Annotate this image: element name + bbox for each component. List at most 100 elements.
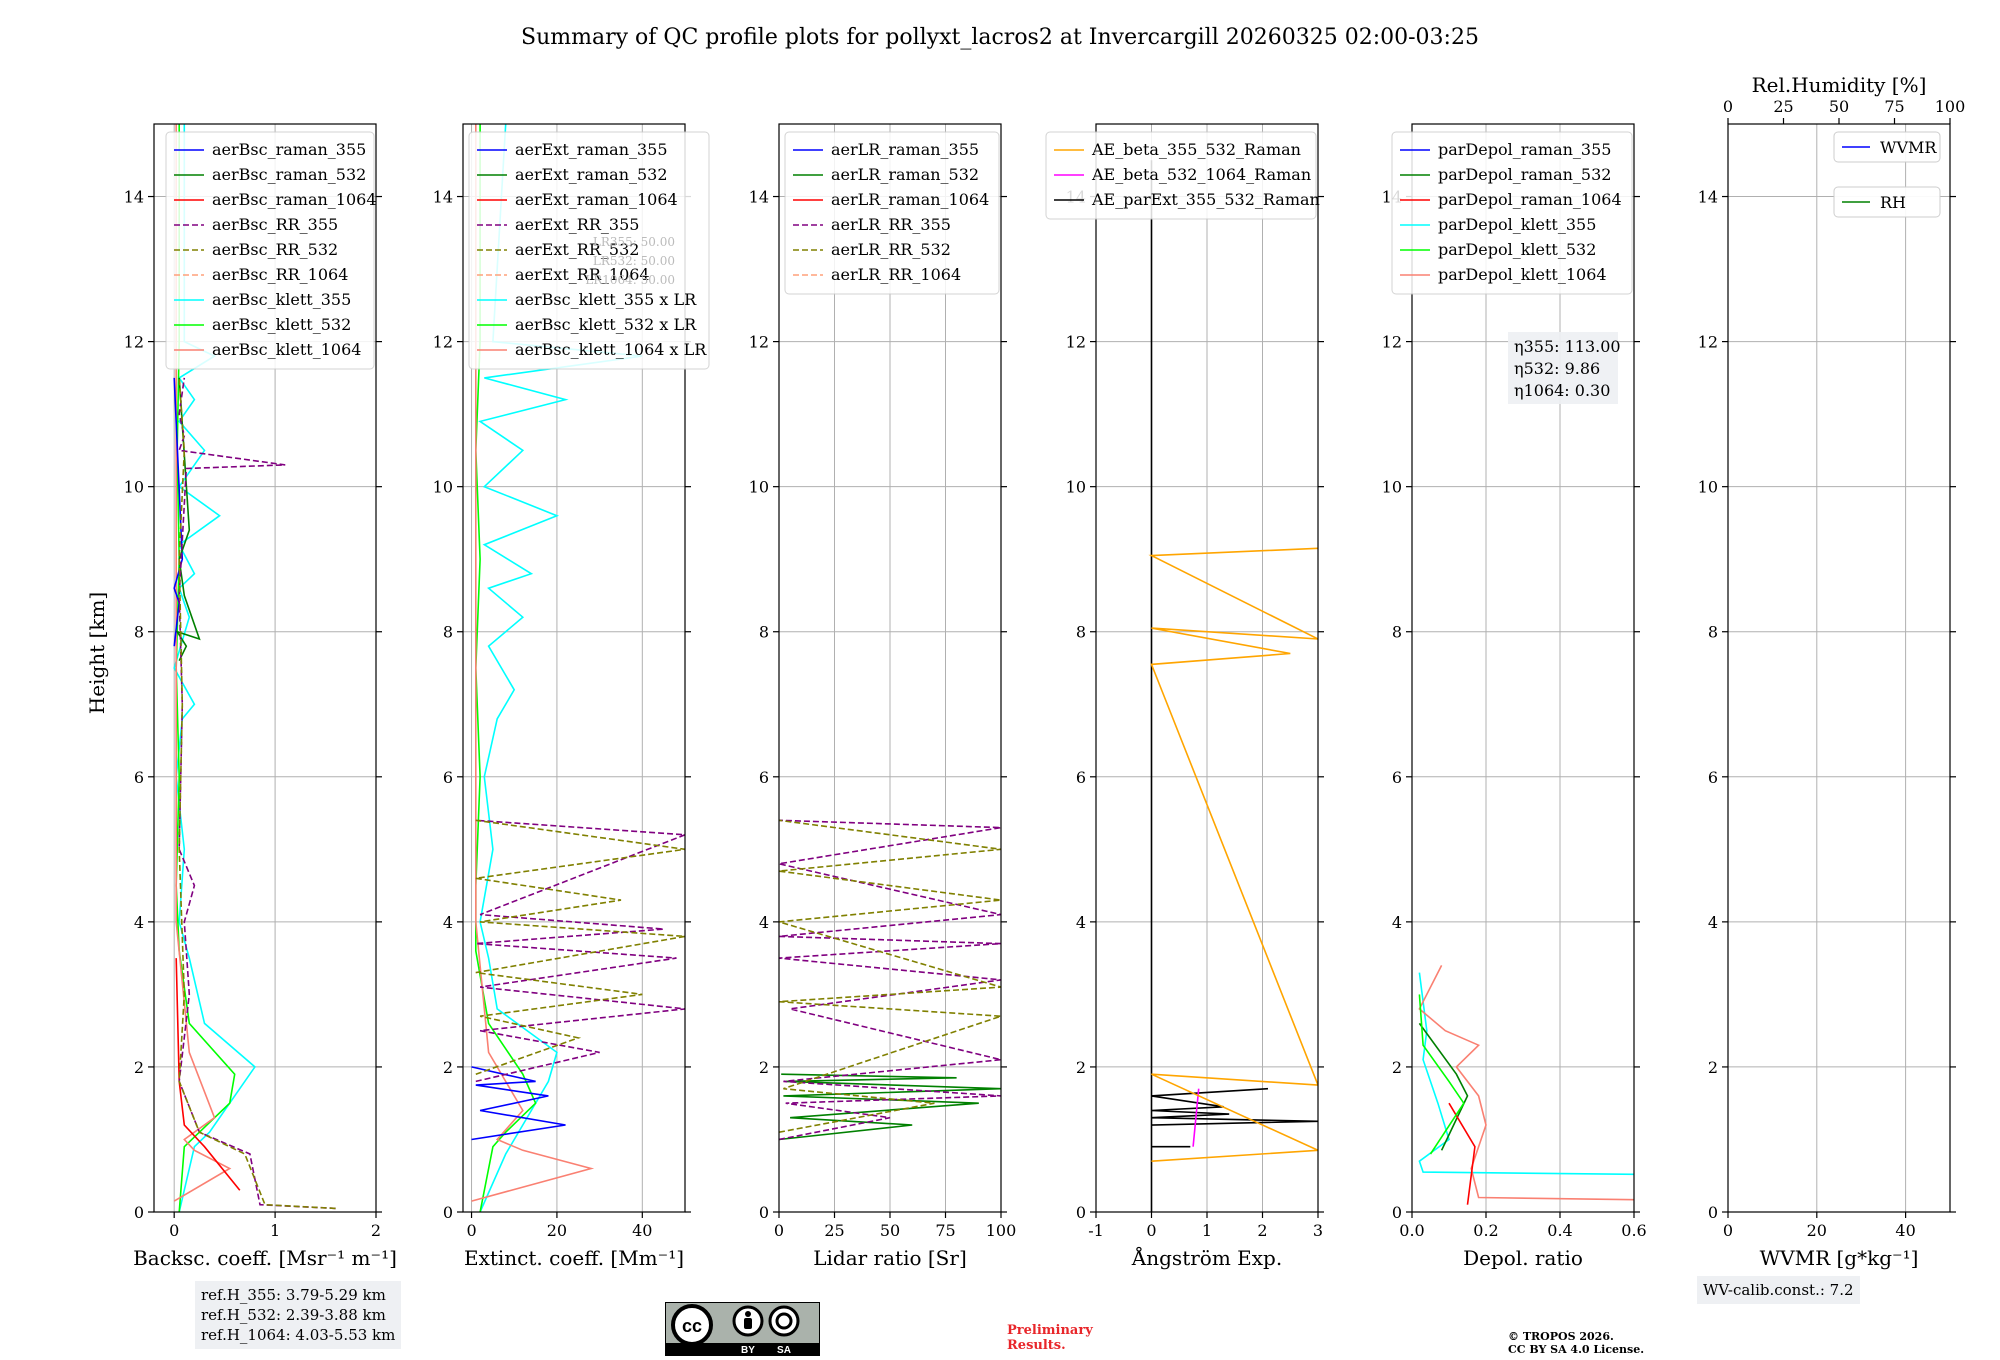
- legend-label: aerLR_RR_355: [831, 215, 951, 234]
- legend-label: aerLR_raman_1064: [831, 190, 989, 209]
- x-tick-label: 0: [466, 1221, 476, 1240]
- legend-ae: AE_beta_355_532_Raman AE_beta_532_1064_Ra…: [1045, 131, 1320, 220]
- legend-wv: WVMR RH: [1833, 131, 1941, 218]
- y-tick-label: 4: [134, 913, 144, 932]
- x2-tick-label: 25: [1773, 97, 1793, 116]
- series-line-aerBsc_raman_1064: [175, 958, 241, 1191]
- y-tick-label: 4: [759, 913, 769, 932]
- legend-label: aerExt_raman_1064: [515, 190, 678, 209]
- series-line-parDepol_raman_532: [1418, 1022, 1469, 1151]
- y-tick-label: 0: [1392, 1203, 1402, 1222]
- x-tick-label: 40: [1895, 1221, 1915, 1240]
- axes-frame: [153, 123, 377, 1213]
- legend-label: aerBsc_raman_1064: [212, 190, 377, 209]
- refh-1064-text: ref.H_1064: 4.03-5.53 km: [201, 1326, 396, 1344]
- x-tick-label: 20: [547, 1221, 567, 1240]
- lr-annotation: LR355: 50.00: [593, 235, 675, 249]
- preliminary-line-1: Preliminary: [1007, 1323, 1093, 1338]
- refh-532-text: ref.H_532: 2.39-3.88 km: [201, 1306, 386, 1324]
- y-tick-label: 14: [433, 188, 453, 207]
- y-tick-label: 0: [443, 1203, 453, 1222]
- y-tick-label: 0: [1076, 1203, 1086, 1222]
- y-tick-label: 6: [1392, 768, 1402, 787]
- legend-label: aerLR_raman_532: [831, 165, 979, 184]
- legend-dep: parDepol_raman_355 parDepol_raman_532 parD…: [1391, 131, 1633, 295]
- legend-label: aerLR_raman_355: [831, 140, 979, 159]
- series-line-aerBsc_RR_532: [178, 377, 336, 1210]
- series-group-lr: [779, 819, 1001, 1141]
- cc-sa-label: SA: [777, 1345, 791, 1356]
- axes-frame: [462, 123, 686, 1213]
- x-tick-label: 50: [880, 1221, 900, 1240]
- series-line-aerBsc_raman_532: [175, 377, 201, 662]
- figure-title: Summary of QC profile plots for pollyxt_…: [521, 25, 1479, 50]
- copyright-line-2: CC BY SA 4.0 License.: [1508, 1343, 1645, 1356]
- x-tick-label: 100: [986, 1221, 1017, 1240]
- reference-height-box: ref.H_355: 3.79-5.29 km ref.H_532: 2.39-…: [195, 1281, 402, 1349]
- x-tick-label: 2: [371, 1221, 381, 1240]
- y-tick-label: 12: [1382, 333, 1402, 352]
- copyright-line-1: © TROPOS 2026.: [1508, 1330, 1614, 1343]
- x-tick-label: 0.0: [1399, 1221, 1424, 1240]
- eta-box: [1508, 332, 1618, 404]
- legend-label: AE_beta_355_532_Raman: [1091, 140, 1301, 159]
- legend-label: AE_beta_532_1064_Raman: [1091, 165, 1311, 184]
- legend-label: parDepol_klett_1064: [1438, 265, 1607, 284]
- y-tick-label: 0: [759, 1203, 769, 1222]
- series-group-ext: [471, 124, 685, 1212]
- series-line-AE_beta_532_1064_Raman: [1192, 1088, 1200, 1147]
- legend-label: aerExt_RR_532: [515, 240, 639, 259]
- legend-label: aerBsc_RR_1064: [212, 265, 348, 284]
- legend-label: aerExt_RR_1064: [515, 265, 650, 284]
- y-tick-label: 2: [759, 1058, 769, 1077]
- y-tick-label: 10: [1698, 478, 1718, 497]
- cc-license-badge: cc BY SA: [664, 1301, 821, 1357]
- wv-calib-text: WV-calib.const.: 7.2: [1703, 1281, 1854, 1299]
- series-line-parDepol_klett_355: [1418, 972, 1634, 1176]
- x-tick-label: 2: [1257, 1221, 1267, 1240]
- panel-lr: 0 2 4 6 8 10 12 14 0 25 50 75 100 Lidar ratio [Sr] aer…: [749, 123, 1017, 1270]
- series-group-bsc: [173, 124, 336, 1212]
- legend-box: [1391, 131, 1633, 295]
- series-line-AE_parExt_355_532_Raman: [1150, 160, 1318, 1212]
- y-tick-label: 10: [124, 478, 144, 497]
- y-tick-label: 8: [759, 623, 769, 642]
- x2-tick-label: 75: [1884, 97, 1904, 116]
- x-tick-label: 0.6: [1621, 1221, 1646, 1240]
- y-tick-label: 12: [1066, 333, 1086, 352]
- y-tick-label: 4: [1708, 913, 1718, 932]
- series-line-aerBsc_RR_355: [178, 377, 336, 1210]
- legend-lr: aerLR_raman_355 aerLR_raman_532 aerLR_rama…: [784, 131, 1000, 295]
- preliminary-line-2: Results.: [1007, 1338, 1066, 1353]
- legend-label: AE_parExt_355_532_Raman: [1091, 190, 1320, 209]
- legend-label: aerBsc_raman_532: [212, 165, 366, 184]
- y-tick-label: 12: [124, 333, 144, 352]
- series-line-aerBsc_klett_355 x LR: [478, 124, 643, 1212]
- cc-icon: cc: [671, 1304, 713, 1346]
- x-axis-label: WVMR [g*kg⁻¹]: [1760, 1246, 1919, 1270]
- axes-frame: [1727, 123, 1951, 1213]
- x2-tick-label: 100: [1935, 97, 1966, 116]
- y-tick-label: 14: [1698, 188, 1718, 207]
- legend-ext: aerExt_raman_355 aerExt_raman_532 aerExt_r…: [468, 131, 710, 370]
- legend-label: parDepol_raman_1064: [1438, 190, 1622, 209]
- y-tick-label: 4: [1392, 913, 1402, 932]
- series-line-aerExt_raman_355: [471, 1066, 566, 1141]
- y-tick-label: 2: [1076, 1058, 1086, 1077]
- x-tick-label: 0.4: [1547, 1221, 1572, 1240]
- legend-box: [468, 131, 710, 370]
- x-tick-label: 0.2: [1473, 1221, 1498, 1240]
- series-line-aerExt_RR_532: [475, 819, 685, 1075]
- y-tick-label: 6: [443, 768, 453, 787]
- refh-355-text: ref.H_355: 3.79-5.29 km: [201, 1286, 386, 1304]
- y-tick-label: 8: [1708, 623, 1718, 642]
- x-tick-label: 3: [1313, 1221, 1323, 1240]
- y-tick-label: 6: [1076, 768, 1086, 787]
- legend-label: aerExt_raman_532: [515, 165, 668, 184]
- y-tick-label: 2: [1392, 1058, 1402, 1077]
- y-tick-label: 4: [1076, 913, 1086, 932]
- legend-label: WVMR: [1880, 138, 1937, 157]
